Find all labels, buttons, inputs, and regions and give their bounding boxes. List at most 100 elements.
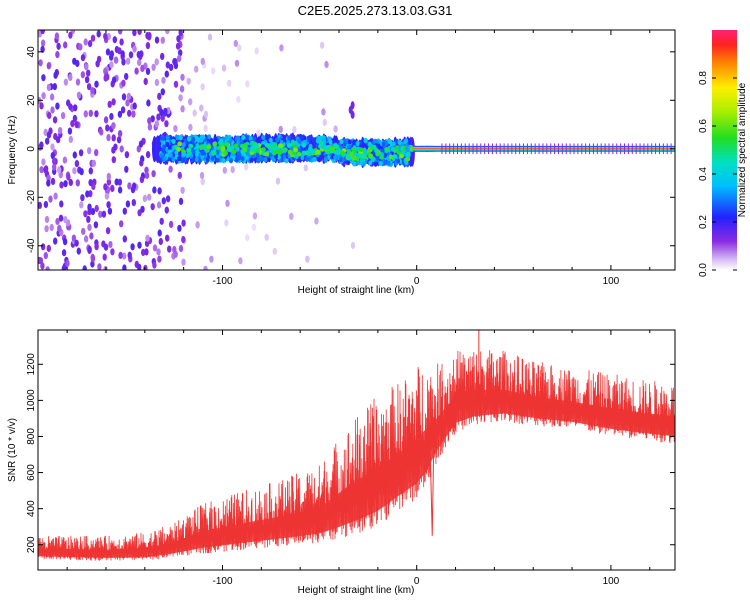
noise-speck [122, 264, 127, 270]
snr-x-tick-label: -100 [212, 576, 232, 587]
noise-speck [251, 223, 257, 231]
signal-speck [194, 156, 199, 162]
noise-speck [244, 163, 249, 171]
signal-speck [210, 155, 215, 161]
noise-speck [40, 45, 45, 53]
noise-speck [113, 143, 118, 151]
noise-speck [63, 216, 68, 224]
noise-speck [40, 243, 46, 251]
noise-speck [146, 99, 151, 107]
noise-speck [80, 194, 85, 202]
noise-speck [43, 128, 48, 136]
noise-speck [43, 166, 48, 174]
noise-speck [105, 48, 111, 56]
noise-speck [68, 178, 74, 187]
spectrogram-x-tick-label: 0 [414, 276, 420, 287]
noise-speck [78, 43, 83, 51]
noise-speck [127, 109, 132, 117]
noise-speck [234, 59, 240, 67]
spectrogram-y-tick-label: -20 [26, 190, 37, 205]
snr-y-tick-label: 800 [26, 428, 37, 445]
noise-speck [101, 210, 107, 218]
spectrogram-x-tick-label: -100 [212, 276, 232, 287]
noise-speck [103, 183, 108, 191]
signal-speck [191, 137, 196, 143]
noise-speck [165, 61, 170, 69]
noise-speck [74, 239, 79, 247]
signal-peak [339, 150, 345, 156]
noise-speck [179, 85, 185, 93]
signal-peak [272, 142, 278, 147]
signal-speck [404, 138, 409, 144]
signal-peak [224, 141, 230, 147]
noise-speck [165, 30, 170, 35]
signal-speck [352, 161, 357, 167]
noise-speck [230, 166, 235, 174]
noise-speck [305, 255, 310, 263]
noise-speck [111, 122, 116, 130]
noise-speck [75, 179, 81, 187]
snr-panel: -100 0 100 200 400 600 800 1000 1200 Height of s… [7, 329, 676, 596]
signal-peak [369, 144, 375, 150]
noise-speck [86, 69, 91, 77]
spectrogram-x-axis-label: Height of straight line (km) [298, 285, 415, 296]
noise-speck [152, 261, 157, 269]
noise-speck [105, 227, 111, 235]
noise-speck [254, 47, 259, 55]
noise-speck [63, 78, 69, 86]
noise-speck [40, 262, 45, 270]
noise-speck [106, 172, 112, 181]
noise-speck [121, 93, 127, 101]
figure-title: C2E5.2025.273.13.03.G31 [298, 3, 453, 18]
signal-speck [284, 158, 289, 164]
noise-speck [127, 182, 132, 190]
signal-peak [290, 141, 296, 147]
noise-speck [139, 50, 144, 58]
noise-speck [116, 136, 122, 144]
signal-speck [355, 140, 360, 147]
signal-peak [321, 144, 326, 150]
signal-peak [301, 142, 307, 148]
noise-speck [59, 181, 64, 189]
noise-speck [57, 166, 62, 174]
noise-speck [157, 255, 162, 263]
noise-speck [89, 232, 94, 240]
signal-speck [224, 134, 229, 140]
noise-speck [46, 179, 51, 187]
signal-peak [217, 145, 222, 151]
signal-speck [381, 141, 386, 147]
noise-speck [147, 31, 152, 40]
snr-marks [38, 330, 675, 561]
signal-peak [399, 153, 404, 159]
noise-speck [131, 199, 136, 207]
signal-speck [200, 150, 205, 156]
noise-speck [144, 171, 150, 179]
noise-speck [66, 173, 71, 181]
signal-speck [195, 149, 200, 155]
noise-speck [177, 171, 182, 179]
noise-speck [141, 248, 146, 256]
noise-speck [55, 217, 60, 226]
noise-speck [222, 166, 227, 174]
noise-speck [111, 76, 117, 84]
noise-speck [44, 225, 49, 233]
signal-speck [180, 157, 185, 163]
noise-speck [186, 77, 191, 85]
noise-speck [46, 131, 52, 139]
noise-speck [50, 177, 56, 185]
signal-speck [327, 136, 332, 142]
noise-speck [96, 55, 102, 63]
noise-speck [200, 83, 205, 91]
noise-speck [104, 192, 110, 200]
noise-speck [142, 194, 148, 202]
colorbar-gradient [712, 30, 737, 270]
noise-speck [88, 179, 93, 187]
snr-x-tick-label: 0 [414, 576, 420, 587]
colorbar-tick-label: 0.2 [698, 215, 709, 229]
noise-speck [90, 255, 96, 263]
signal-speck [326, 154, 331, 160]
noise-speck [94, 204, 99, 213]
noise-speck [172, 58, 177, 66]
noise-speck [84, 63, 89, 71]
noise-speck [55, 51, 60, 59]
